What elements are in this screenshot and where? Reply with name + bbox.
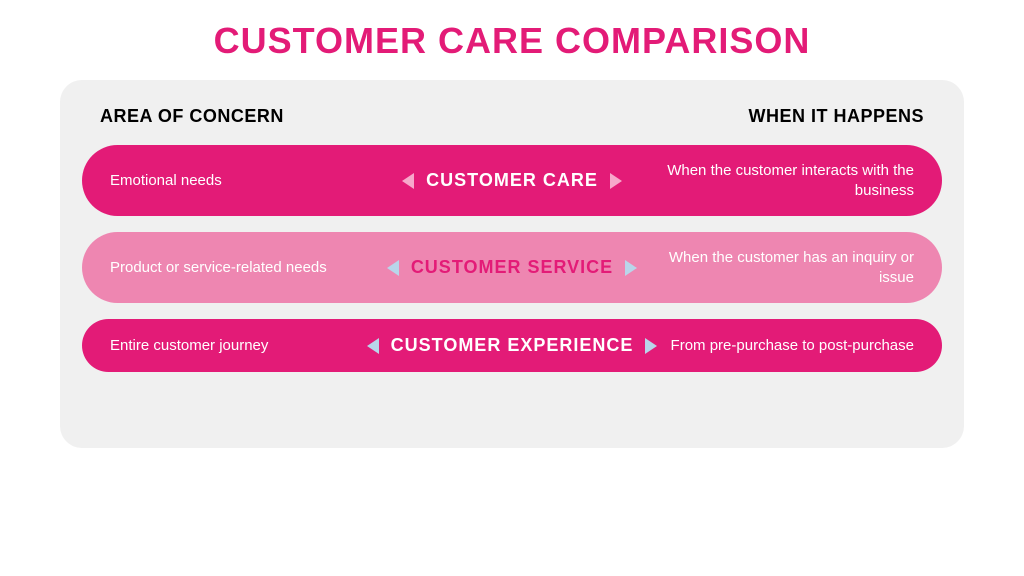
triangle-left-icon [402, 173, 414, 189]
row-left-text: Product or service-related needs [110, 258, 387, 278]
row-left-text: Emotional needs [110, 171, 402, 191]
triangle-left-icon [387, 260, 399, 276]
row-center-group: CUSTOMER EXPERIENCE [367, 335, 658, 356]
triangle-left-icon [367, 338, 379, 354]
triangle-right-icon [645, 338, 657, 354]
row-right-text: When the customer interacts with the bus… [622, 161, 914, 200]
page-title: CUSTOMER CARE COMPARISON [60, 20, 964, 62]
row-right-text: From pre-purchase to post-purchase [657, 336, 914, 356]
row-customer-service: Product or service-related needs CUSTOME… [82, 232, 942, 303]
row-left-text: Entire customer journey [110, 336, 367, 356]
row-center-label: CUSTOMER SERVICE [411, 257, 613, 278]
triangle-right-icon [610, 173, 622, 189]
column-headers: AREA OF CONCERN WHEN IT HAPPENS [82, 106, 942, 145]
row-right-text: When the customer has an inquiry or issu… [637, 248, 914, 287]
row-center-label: CUSTOMER EXPERIENCE [391, 335, 634, 356]
comparison-panel: AREA OF CONCERN WHEN IT HAPPENS Emotiona… [60, 80, 964, 448]
row-customer-care: Emotional needs CUSTOMER CARE When the c… [82, 145, 942, 216]
triangle-right-icon [625, 260, 637, 276]
header-area-of-concern: AREA OF CONCERN [100, 106, 284, 127]
page-root: CUSTOMER CARE COMPARISON AREA OF CONCERN… [0, 0, 1024, 576]
row-customer-experience: Entire customer journey CUSTOMER EXPERIE… [82, 319, 942, 372]
row-center-group: CUSTOMER SERVICE [387, 257, 637, 278]
header-when-it-happens: WHEN IT HAPPENS [748, 106, 924, 127]
row-center-label: CUSTOMER CARE [426, 170, 598, 191]
row-center-group: CUSTOMER CARE [402, 170, 622, 191]
